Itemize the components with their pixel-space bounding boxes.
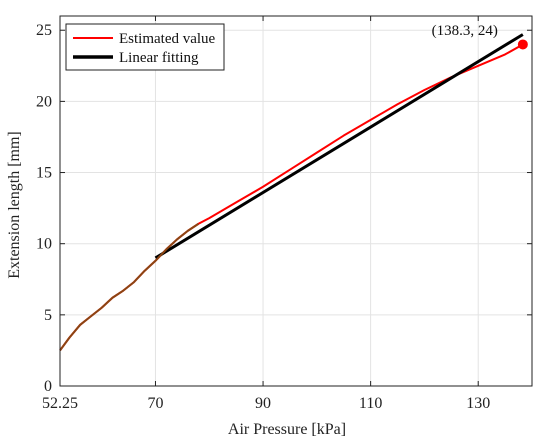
plot-frame [59,15,533,387]
end-point-marker [517,39,528,50]
legend: Estimated value Linear fitting [65,23,225,71]
y-tick-label: 15 [36,165,52,182]
ticks [59,16,532,387]
legend-label-linear: Linear fitting [119,50,199,66]
y-tick-label: 5 [44,307,52,324]
grid [59,16,532,387]
y-tick-label: 25 [36,22,52,39]
y-tick-label: 20 [36,93,52,110]
legend-box [65,23,225,71]
x-axis-title: Air Pressure [kPa] [228,421,346,438]
x-tick-label: 130 [466,395,490,412]
x-tick-label: 110 [359,395,382,412]
x-tick-label: 52.25 [42,395,78,412]
series-layer [59,33,528,352]
x-tick-label: 90 [255,395,271,412]
legend-label-estimated: Estimated value [119,31,216,47]
tick-labels: 52.25 70 90 110 130 0 5 10 15 20 25 [36,22,490,412]
point-annotation: (138.3, 24) [432,23,498,39]
series-line-linear-fit [154,33,524,260]
y-tick-label: 0 [44,378,52,395]
x-tick-label: 70 [147,395,163,412]
y-axis-title: Extension length [mm] [6,131,23,279]
series-line-overlap [59,222,200,352]
y-tick-label: 10 [36,236,52,253]
